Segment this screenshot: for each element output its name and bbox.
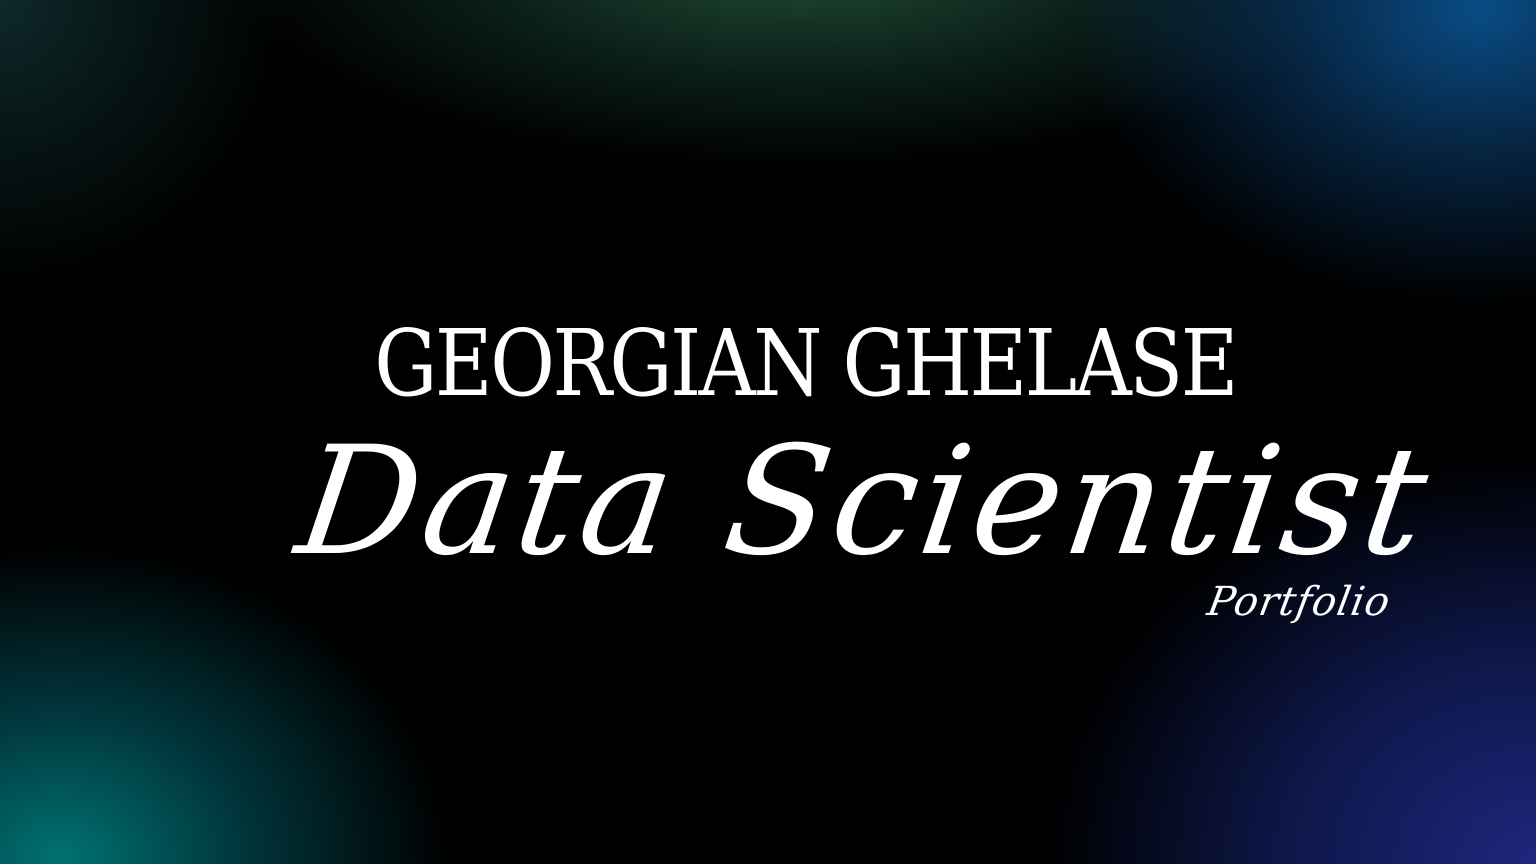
hero-title: Data Scientist: [287, 415, 1442, 589]
hero-name: GEORGIAN GHELASE: [374, 310, 1238, 417]
hero-tagline: Portfolio: [1203, 579, 1395, 625]
